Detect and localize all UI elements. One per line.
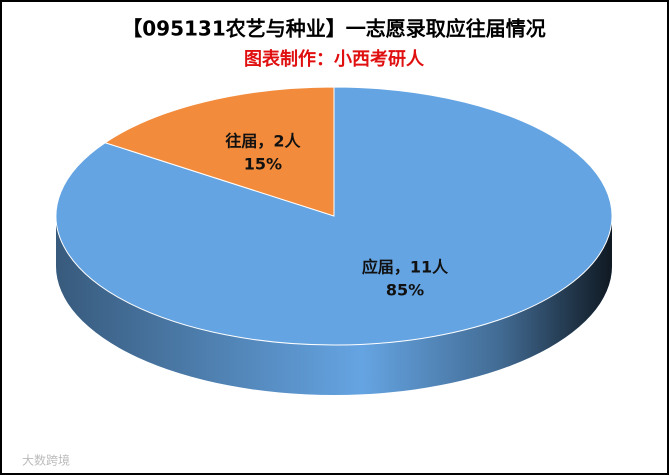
slice xyxy=(104,86,335,217)
percent-label: 15% xyxy=(244,155,282,174)
slice-side-shade xyxy=(56,216,612,395)
watermark: 大数跨境 xyxy=(22,453,70,468)
percent-label: 85% xyxy=(386,280,424,299)
data-label: 往届，2人 xyxy=(225,132,301,151)
chart-title: 【095131农艺与种业】一志愿录取应往届情况 xyxy=(122,17,546,41)
data-label: 应届，11人 xyxy=(362,257,449,276)
chart-subtitle: 图表制作：小西考研人 xyxy=(244,48,425,70)
